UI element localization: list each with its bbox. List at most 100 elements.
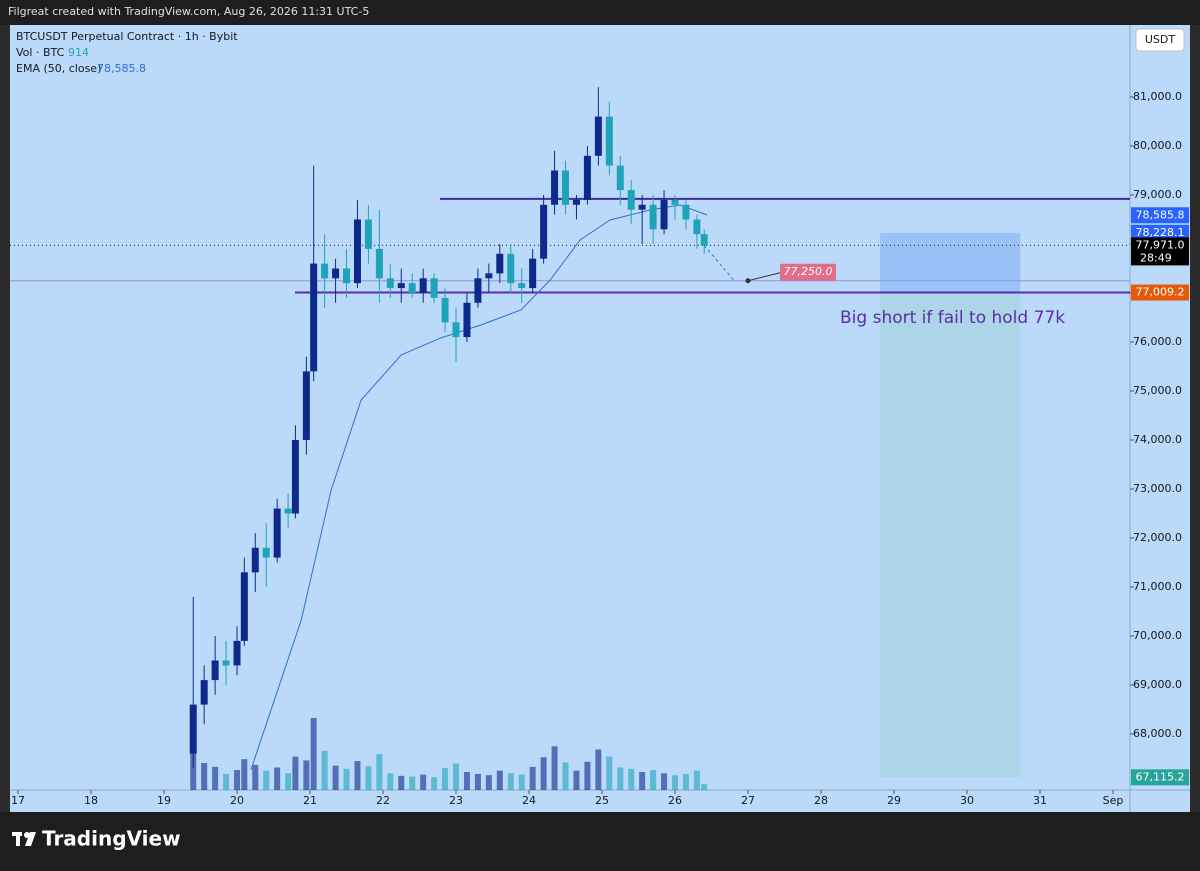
x-tick-label: 29: [887, 794, 901, 807]
footer: [0, 812, 1200, 867]
candle-body: [649, 204, 657, 230]
position-risk: [880, 232, 1021, 293]
candle-body: [408, 283, 416, 293]
x-tick-label: Sep: [1103, 794, 1124, 807]
candle-body: [386, 278, 394, 289]
y-tick-label: 69,000.0: [1133, 678, 1182, 691]
x-tick-label: 17: [11, 794, 25, 807]
projection-box: [780, 263, 836, 281]
ema-last: 78,585.8: [97, 62, 146, 75]
volume-bar: [573, 770, 580, 790]
x-tick-label: 30: [960, 794, 974, 807]
volume-bar: [639, 772, 646, 790]
volume-bar: [693, 770, 700, 790]
currency-box[interactable]: [1135, 28, 1185, 52]
ema-name: EMA (50, close): [16, 62, 101, 75]
candle-body: [343, 268, 351, 284]
volume-bar: [420, 774, 427, 790]
ema-line: [250, 204, 708, 771]
projection-path: [703, 245, 735, 282]
candle-body: [616, 165, 624, 191]
volume-bar: [606, 756, 613, 790]
currency: USDT: [1145, 33, 1176, 46]
candle-body: [507, 253, 515, 284]
candle-body: [310, 263, 318, 372]
y-tick-label: 76,000.0: [1133, 335, 1182, 348]
volume-bar: [431, 777, 438, 790]
y-tick-label: 73,000.0: [1133, 482, 1182, 495]
candle-body: [364, 219, 372, 249]
candle-body: [189, 704, 197, 754]
candle-body: [463, 302, 471, 338]
price-tag: [1131, 207, 1189, 224]
candle-body: [222, 660, 230, 666]
candle-body: [682, 204, 690, 220]
candle-body: [291, 439, 299, 514]
candle-body: [693, 219, 701, 235]
volume-bar: [212, 766, 219, 790]
candle-body: [572, 199, 580, 205]
volume-bar: [223, 773, 230, 790]
volume-bar: [701, 784, 708, 790]
volume-bar: [354, 761, 361, 790]
volume-bar: [442, 768, 449, 790]
x-tick-label: 19: [157, 794, 171, 807]
volume-bar: [292, 756, 299, 790]
position-reward: [880, 292, 1021, 778]
volume-bar: [507, 773, 514, 790]
candle-body: [302, 371, 310, 440]
volume-name: Vol · BTC: [16, 46, 65, 59]
volume-bar: [562, 762, 569, 790]
volume-bar: [661, 773, 668, 790]
volume-bar: [650, 770, 657, 790]
x-tick-label: 20: [230, 794, 244, 807]
price-tag-label: 67,115.2: [1136, 770, 1185, 783]
chart-title: BTCUSDT Perpetual Contract · 1h · Bybit: [16, 30, 238, 43]
x-tick-label: 25: [595, 794, 609, 807]
volume-bar: [310, 718, 317, 790]
candle-body: [321, 263, 329, 279]
price-tag-label: 78,228.1: [1136, 226, 1185, 239]
volume-bar: [409, 776, 416, 790]
x-tick-label: 28: [814, 794, 828, 807]
volume-bar: [332, 765, 339, 790]
x-tick-label: 27: [741, 794, 755, 807]
candle-body: [638, 204, 646, 210]
volume-bar: [628, 768, 635, 790]
volume-bar: [617, 767, 624, 790]
candle-body: [518, 283, 526, 289]
candle-body: [583, 155, 591, 200]
candle-body: [452, 322, 460, 338]
x-tick-label: 26: [668, 794, 682, 807]
volume-bar: [463, 772, 470, 790]
price-tag-label: 77,971.0: [1136, 238, 1185, 251]
candle-body: [627, 190, 635, 210]
candle-body: [233, 640, 241, 666]
x-tick-label: 18: [84, 794, 98, 807]
y-tick-label: 71,000.0: [1133, 580, 1182, 593]
candle-body: [700, 234, 708, 246]
volume-bar: [321, 750, 328, 790]
candle-body: [397, 283, 405, 289]
x-tick-label: 22: [376, 794, 390, 807]
volume-bar: [398, 775, 405, 790]
price-tag-label: 78,585.8: [1136, 208, 1185, 221]
price-tag: [1131, 237, 1189, 266]
volume-bar: [518, 774, 525, 790]
volume-bar: [540, 757, 547, 790]
volume-bar: [252, 764, 259, 790]
candle-body: [262, 547, 270, 558]
volume-bar: [263, 770, 270, 790]
price-tag: [1131, 224, 1189, 241]
volume-bar: [241, 759, 248, 790]
volume-bar: [485, 775, 492, 790]
price-tag-label: 77,009.2: [1136, 286, 1185, 299]
volume-bar: [365, 766, 372, 790]
y-tick-label: 70,000.0: [1133, 629, 1182, 642]
y-tick-label: 79,000.0: [1133, 188, 1182, 201]
credit: Filgreat created with TradingView.com, A…: [8, 5, 369, 18]
candle-body: [375, 248, 383, 279]
volume-bar: [496, 770, 503, 790]
x-tick-label: 31: [1033, 794, 1047, 807]
candle-body: [496, 253, 504, 274]
